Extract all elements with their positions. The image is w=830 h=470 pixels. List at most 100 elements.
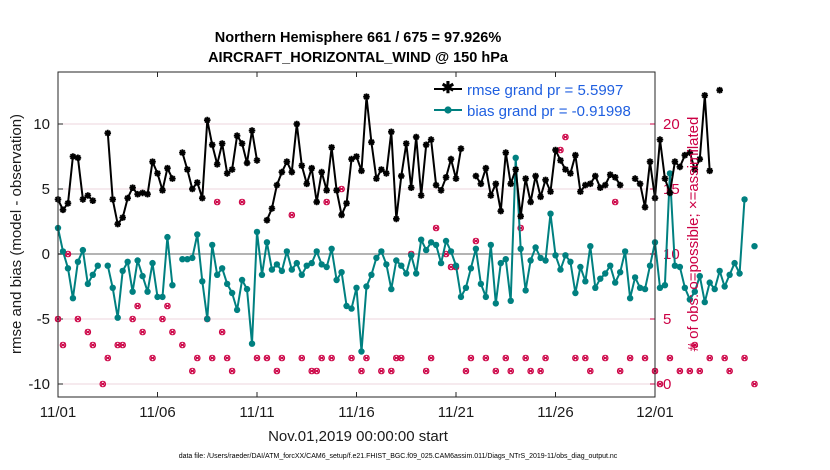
bias-point bbox=[542, 257, 549, 264]
bias-point bbox=[298, 271, 305, 278]
bias-point bbox=[124, 258, 131, 265]
bias-point bbox=[129, 288, 136, 295]
y-axis-left-label: rmse and bias (model - observation) bbox=[8, 114, 25, 354]
bias-point bbox=[388, 285, 395, 293]
rmse-point bbox=[482, 164, 490, 172]
bias-point bbox=[607, 262, 614, 269]
rmse-point bbox=[154, 170, 161, 177]
rmse-point bbox=[666, 189, 674, 197]
rmse-point bbox=[517, 213, 524, 220]
obs-assimilated-point bbox=[298, 355, 305, 361]
rmse-point bbox=[218, 140, 226, 147]
bias-point bbox=[646, 262, 654, 269]
bias-point bbox=[666, 170, 674, 177]
rmse-point bbox=[159, 187, 166, 194]
bias-point bbox=[223, 280, 231, 288]
legend-bias-marker bbox=[444, 106, 452, 114]
rmse-point bbox=[457, 145, 465, 152]
obs-assimilated-point bbox=[214, 199, 221, 205]
rmse-point bbox=[343, 200, 350, 207]
rmse-point bbox=[348, 155, 355, 163]
rmse-point bbox=[676, 163, 684, 171]
bias-point bbox=[119, 267, 126, 275]
obs-assimilated-point bbox=[164, 303, 171, 309]
rmse-point bbox=[169, 175, 176, 182]
rmse-point bbox=[636, 180, 644, 188]
legend: ✱ rmse grand pr = 5.5997 bias grand pr =… bbox=[432, 79, 646, 121]
x-tick-label: 11/11 bbox=[239, 404, 274, 421]
obs-assimilated-point bbox=[363, 355, 370, 361]
bias-point bbox=[114, 314, 121, 321]
bias-point bbox=[393, 257, 400, 264]
obs-assimilated-point bbox=[656, 381, 663, 387]
obs-assimilated-point bbox=[224, 355, 231, 361]
rmse-point bbox=[328, 144, 335, 151]
bias-point bbox=[159, 293, 166, 301]
obs-assimilated-point bbox=[278, 355, 285, 361]
rmse-point bbox=[472, 172, 480, 180]
bias-point bbox=[64, 265, 72, 272]
legend-bias-label: bias grand pr = -0.91998 bbox=[467, 103, 631, 120]
rmse-point bbox=[562, 166, 569, 173]
bias-point bbox=[631, 274, 639, 281]
rmse-point bbox=[368, 138, 375, 146]
obs-assimilated-point bbox=[318, 355, 325, 361]
bias-point bbox=[383, 261, 390, 268]
rmse-point bbox=[144, 190, 151, 198]
rmse-point bbox=[318, 168, 325, 176]
bias-point bbox=[263, 239, 271, 246]
chart-title-line1: Northern Hemisphere 661 / 675 = 97.926% bbox=[215, 30, 502, 46]
rmse-point bbox=[298, 162, 306, 169]
bias-point bbox=[612, 279, 619, 286]
rmse-point bbox=[661, 175, 669, 182]
rmse-point bbox=[248, 127, 256, 134]
bias-point bbox=[169, 282, 176, 289]
rmse-point bbox=[74, 154, 82, 162]
rmse-point bbox=[194, 179, 201, 186]
rmse-point bbox=[397, 172, 405, 180]
obs-assimilated-point bbox=[59, 342, 66, 348]
rmse-point bbox=[641, 203, 649, 211]
rmse-point bbox=[149, 158, 156, 165]
obs-assimilated-point bbox=[627, 355, 634, 361]
bias-point bbox=[204, 315, 211, 323]
rmse-point bbox=[656, 136, 664, 143]
rmse-point bbox=[487, 192, 495, 199]
legend-rmse-marker: ✱ bbox=[441, 80, 454, 97]
obs-assimilated-point bbox=[691, 342, 698, 348]
rmse-point bbox=[338, 211, 345, 219]
bias-point bbox=[641, 285, 649, 293]
obs-assimilated-point bbox=[492, 368, 499, 374]
obs-assimilated-point bbox=[462, 368, 469, 374]
bias-point bbox=[557, 266, 564, 273]
bias-point bbox=[592, 284, 599, 291]
y-right-tick-label: 20 bbox=[663, 116, 680, 133]
bias-point bbox=[218, 265, 226, 272]
bias-point bbox=[238, 276, 246, 284]
obs-assimilated-point bbox=[84, 329, 91, 335]
obs-assimilated-point bbox=[64, 251, 71, 257]
bias-point bbox=[447, 248, 455, 255]
bias-point bbox=[373, 254, 380, 262]
bias-point bbox=[288, 266, 296, 273]
bias-point bbox=[597, 275, 604, 282]
rmse-point bbox=[363, 93, 370, 100]
obs-assimilated-point bbox=[706, 355, 713, 361]
y-left-tick-label: -10 bbox=[28, 376, 50, 393]
bias-point bbox=[358, 348, 365, 355]
rmse-point bbox=[124, 194, 131, 202]
rmse-point bbox=[358, 167, 365, 175]
bias-point bbox=[368, 271, 375, 278]
obs-assimilated-point bbox=[666, 355, 673, 361]
rmse-point bbox=[507, 180, 515, 188]
rmse-point bbox=[129, 184, 136, 191]
bias-point bbox=[74, 258, 82, 265]
bias-point bbox=[527, 257, 534, 264]
y-left-tick-label: 0 bbox=[42, 246, 50, 263]
rmse-point bbox=[184, 166, 191, 173]
bias-point bbox=[701, 298, 708, 306]
obs-assimilated-point bbox=[358, 368, 365, 374]
bias-point bbox=[398, 262, 405, 269]
rmse-point bbox=[109, 196, 117, 203]
bias-point bbox=[308, 259, 315, 267]
